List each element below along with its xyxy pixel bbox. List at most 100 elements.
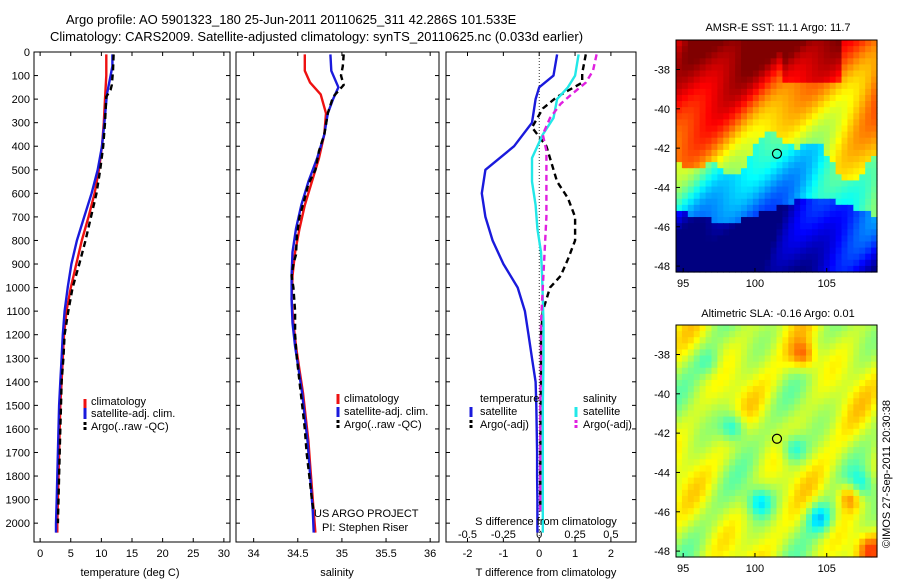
map-cell — [817, 477, 825, 485]
map-cell — [794, 373, 801, 381]
map-cell — [735, 483, 742, 491]
map-cell — [782, 373, 789, 381]
map-y-tick-label: -40 — [654, 389, 670, 401]
map-cell — [741, 422, 748, 430]
map-cell — [788, 143, 795, 151]
x-tick-label: 15 — [126, 548, 138, 560]
map-cell — [811, 180, 819, 188]
map-cell — [735, 373, 742, 381]
map-cell — [741, 82, 748, 90]
map-cell — [681, 532, 689, 540]
map-cell — [782, 46, 789, 53]
map-cell — [776, 76, 784, 84]
map-cell — [693, 137, 701, 145]
map-cell — [711, 180, 718, 188]
map-cell — [776, 459, 784, 467]
map-cell — [835, 514, 843, 521]
map-cell — [676, 386, 683, 393]
map-cell — [800, 514, 807, 521]
map-cell — [806, 337, 813, 344]
map-cell — [865, 180, 872, 188]
map-cell — [794, 217, 801, 224]
map-cell — [729, 361, 736, 369]
map-cell — [729, 131, 736, 139]
map-cell — [871, 471, 878, 479]
map-cell — [705, 58, 713, 66]
map-cell — [758, 532, 766, 540]
map-cell — [681, 101, 689, 108]
map-cell — [829, 343, 837, 351]
map-cell — [865, 162, 872, 169]
map-cell — [676, 416, 683, 424]
map-cell — [693, 355, 701, 363]
map-cell — [853, 495, 860, 503]
map-cell — [829, 82, 837, 90]
map-cell — [723, 186, 730, 194]
map-cell — [823, 70, 831, 78]
map-cell — [782, 125, 789, 133]
map-cell — [823, 422, 831, 430]
map-cell — [717, 143, 724, 151]
map-cell — [693, 349, 701, 357]
map-cell — [741, 465, 748, 473]
map-cell — [758, 398, 766, 405]
map-cell — [723, 373, 730, 381]
map-cell — [681, 217, 689, 224]
map-cell — [758, 82, 766, 90]
map-cell — [829, 502, 837, 509]
map-cell — [681, 247, 689, 255]
map-cell — [717, 544, 724, 552]
map-cell — [829, 459, 837, 467]
map-cell — [758, 343, 766, 351]
map-cell — [835, 355, 843, 363]
map-cell — [817, 180, 825, 188]
map-cell — [817, 441, 825, 448]
map-cell — [764, 337, 772, 344]
map-cell — [699, 64, 707, 72]
map-cell — [859, 229, 866, 236]
map-cell — [723, 459, 730, 467]
map-cell — [729, 392, 736, 399]
map-cell — [782, 210, 789, 218]
map-cell — [764, 143, 772, 151]
map-cell — [729, 180, 736, 188]
map-cell — [687, 131, 695, 139]
map-cell — [847, 361, 854, 369]
map-cell — [711, 447, 718, 454]
map-cell — [746, 46, 754, 53]
map-cell — [741, 119, 748, 127]
map-cell — [853, 143, 860, 151]
map-cell — [865, 386, 872, 393]
map-cell — [871, 447, 878, 454]
map-cell — [681, 367, 689, 375]
map-cell — [711, 398, 718, 405]
map-cell — [752, 489, 760, 497]
map-cell — [770, 143, 778, 151]
map-cell — [865, 471, 872, 479]
map-cell — [746, 137, 754, 145]
map-cell — [811, 192, 819, 200]
map-cell — [847, 483, 854, 491]
map-cell — [752, 392, 760, 399]
map-cell — [693, 247, 701, 255]
map-cell — [847, 64, 854, 72]
map-cell — [859, 404, 866, 412]
map-cell — [788, 508, 795, 515]
map-cell — [847, 52, 854, 59]
map-cell — [841, 544, 849, 552]
map-cell — [770, 422, 778, 430]
map-cell — [782, 361, 789, 369]
map-cell — [705, 550, 713, 558]
map-cell — [729, 64, 736, 72]
map-cell — [776, 52, 784, 59]
map-cell — [741, 64, 748, 72]
map-cell — [841, 143, 849, 151]
map-cell — [717, 483, 724, 491]
map-cell — [871, 459, 878, 467]
map-cell — [871, 88, 878, 96]
map-cell — [817, 325, 825, 332]
map-cell — [770, 40, 778, 47]
map-cell — [758, 125, 766, 133]
map-cell — [865, 149, 872, 157]
map-cell — [723, 453, 730, 460]
